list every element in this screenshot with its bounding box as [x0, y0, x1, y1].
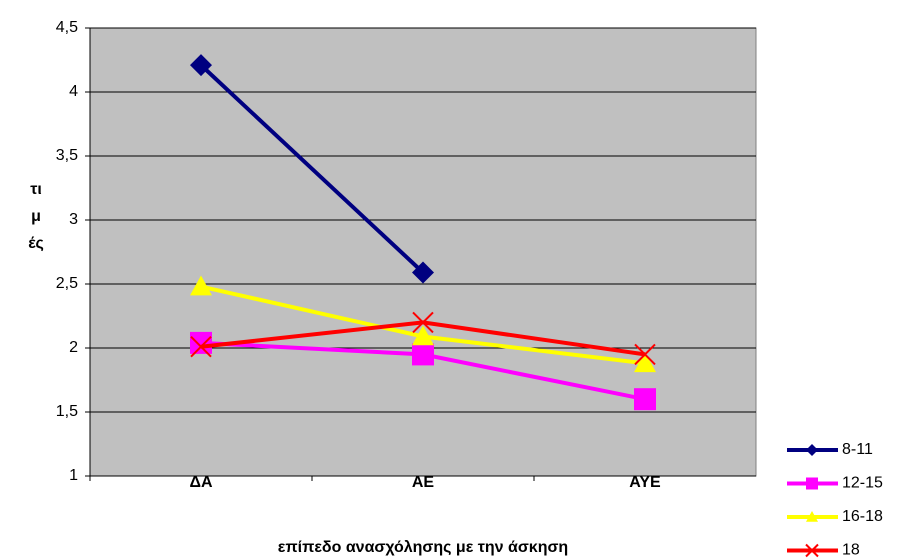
- legend-label: 12-15: [842, 475, 883, 492]
- marker: [190, 275, 212, 296]
- y-tick-label: 1,5: [56, 403, 78, 420]
- marker: [190, 54, 212, 77]
- legend-label: 8-11: [842, 441, 873, 458]
- marker: [805, 543, 819, 558]
- marker: [806, 477, 818, 490]
- marker: [634, 388, 656, 411]
- marker: [634, 343, 656, 366]
- marker: [412, 325, 434, 346]
- marker: [190, 336, 212, 358]
- y-tick-label: 3,5: [56, 147, 78, 164]
- y-tick-label: 4: [69, 83, 78, 100]
- plot-area: [89, 27, 757, 477]
- x-tick-label: ΑΕ: [412, 474, 435, 491]
- x-axis-title: επίπεδο ανασχόλησης με την άσκηση: [278, 539, 568, 556]
- marker: [412, 311, 434, 334]
- y-axis-title: τιμές: [28, 181, 44, 252]
- marker: [412, 343, 434, 366]
- y-tick-label: 2: [69, 339, 78, 356]
- y-tick-label: 4,5: [56, 19, 78, 36]
- y-tick-label: 2,5: [56, 275, 78, 292]
- series-line: [199, 63, 425, 274]
- x-tick-label: ΑΥΕ: [629, 474, 661, 491]
- y-tick-label: 3: [69, 211, 78, 228]
- marker: [806, 444, 818, 456]
- marker: [634, 352, 656, 373]
- legend-label: 16-18: [842, 508, 883, 525]
- marker: [806, 511, 818, 522]
- marker: [412, 261, 434, 284]
- legend-label: 18: [842, 542, 860, 559]
- y-tick-label: 1: [69, 467, 78, 484]
- marker: [190, 331, 212, 354]
- x-tick-label: ΔΑ: [189, 474, 213, 491]
